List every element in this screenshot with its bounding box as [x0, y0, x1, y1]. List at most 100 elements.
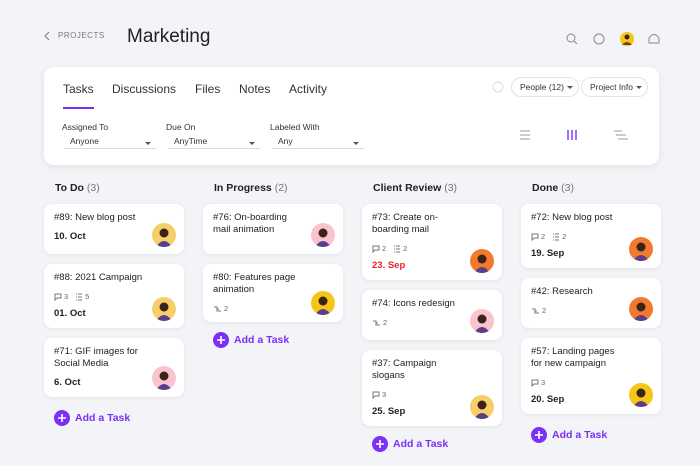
subtasks-value: 2 — [562, 232, 567, 241]
column-count: (3) — [444, 182, 458, 194]
filter-dropdown[interactable]: AnyTime — [168, 134, 260, 149]
comments-icon — [372, 391, 380, 400]
links-value: 2 — [383, 318, 388, 328]
card-title: #88: 2021 Campaign — [54, 272, 143, 283]
column-title: Done — [532, 182, 559, 194]
comments-value: 3 — [541, 378, 546, 388]
column-header: Done (3) — [521, 182, 661, 204]
page-title: Marketing — [127, 26, 211, 47]
comments-count: 3 — [531, 378, 546, 388]
add-task[interactable]: Add a Task — [213, 332, 343, 349]
due-date: 19. Sep — [531, 248, 565, 260]
subtasks-count: 2 — [393, 244, 407, 253]
card-title: #72: New blog post — [531, 212, 613, 223]
comments-icon — [372, 245, 380, 254]
task-card[interactable]: #88: 2021 Campaign 3 5 01. Oct — [44, 264, 184, 329]
links-count: 2 — [531, 306, 546, 315]
task-card[interactable]: #89: New blog post 10. Oct — [44, 204, 184, 254]
links-icon — [214, 306, 221, 312]
back-arrow[interactable] — [44, 31, 52, 41]
card-meta: 3 — [372, 390, 462, 400]
filter-label: Assigned To — [62, 122, 109, 132]
column: Client Review (3) #73: Create on-boarding… — [362, 182, 502, 453]
task-card[interactable]: #76: On-boarding mail animation — [203, 204, 343, 254]
due-date: 20. Sep — [531, 394, 565, 406]
column-count: (3) — [86, 182, 100, 194]
comments-value: 2 — [382, 244, 387, 253]
tab[interactable]: Files — [195, 82, 221, 96]
links-value: 2 — [224, 304, 229, 313]
due-date: 01. Oct — [54, 308, 86, 320]
subtasks-icon — [76, 293, 83, 301]
add-task-label[interactable]: Add a Task — [552, 429, 608, 442]
column-title: In Progress — [214, 182, 272, 194]
links-icon — [532, 308, 539, 314]
subtasks-count: 2 — [552, 232, 566, 241]
links-count: 2 — [213, 304, 228, 313]
task-card[interactable]: #57: Landing pages for new campaign 3 20. … — [521, 338, 661, 415]
filter-dropdown[interactable]: Any — [272, 134, 364, 149]
comments-count: 3 — [54, 292, 69, 302]
avatar — [629, 383, 653, 408]
column-title: Client Review — [373, 182, 442, 194]
add-task[interactable]: Add a Task — [372, 436, 502, 453]
header-icons[interactable] — [563, 30, 663, 48]
back-link[interactable]: PROJECTS — [58, 31, 105, 40]
links-icon — [373, 320, 380, 326]
subtasks-count: 5 — [75, 292, 89, 301]
task-card[interactable]: #71: GIF images for Social Media 6. Oct — [44, 338, 184, 398]
people-dropdown[interactable]: People (12) — [511, 77, 579, 97]
due-date: 23. Sep — [372, 260, 406, 272]
avatar — [629, 297, 653, 322]
view-switcher[interactable] — [518, 129, 638, 143]
tab[interactable]: Tasks — [63, 82, 94, 109]
comments-icon — [531, 233, 539, 242]
task-card[interactable]: #42: Research 2 — [521, 278, 661, 329]
add-task-label[interactable]: Add a Task — [393, 438, 449, 451]
filter-label: Labeled With — [270, 122, 320, 132]
column-header: In Progress (2) — [203, 182, 343, 204]
card-meta: 2 — [531, 306, 621, 315]
add-icon — [372, 436, 388, 453]
avatar — [629, 237, 653, 262]
comments-icon — [54, 293, 62, 302]
column: To Do (3) #89: New blog post 10. Oct #88: 2… — [44, 182, 184, 427]
subtasks-value: 5 — [85, 292, 90, 301]
comments-count: 2 — [372, 244, 387, 254]
card-title: #37: Campaign slogans — [372, 358, 437, 382]
column-header: To Do (3) — [44, 182, 184, 204]
card-title: #76: On-boarding mail animation — [213, 212, 287, 235]
tab[interactable]: Discussions — [112, 82, 177, 96]
task-card[interactable]: #72: New blog post 2 2 19. Sep — [521, 204, 661, 269]
add-task-label[interactable]: Add a Task — [75, 412, 131, 425]
filter-dropdown[interactable]: Anyone — [64, 134, 156, 149]
task-card[interactable]: #37: Campaign slogans 3 25. Sep — [362, 350, 502, 427]
add-icon — [531, 427, 547, 444]
task-card[interactable]: #74: Icons redesign 2 — [362, 290, 502, 341]
tab[interactable]: Activity — [289, 82, 328, 96]
column: Done (3) #72: New blog post 2 2 19. Sep #42: … — [521, 182, 661, 444]
task-card[interactable]: #80: Features page animation 2 — [203, 264, 343, 323]
filter-panel: People (12) Project Info Tasks Discussion… — [44, 67, 659, 165]
card-title: #42: Research — [531, 286, 593, 298]
links-count: 2 — [372, 318, 387, 327]
project-info-dropdown[interactable]: Project Info — [581, 77, 648, 97]
card-title: #89: New blog post — [54, 212, 136, 223]
card-title: #57: Landing pages for new campaign — [531, 346, 615, 370]
add-task[interactable]: Add a Task — [54, 410, 184, 427]
add-icon — [213, 332, 229, 349]
task-card[interactable]: #73: Create on-boarding mail 2 2 23. Sep — [362, 204, 502, 281]
due-date: 25. Sep — [372, 406, 406, 418]
tab[interactable]: Notes — [239, 82, 271, 96]
column-count: (3) — [561, 182, 575, 194]
card-meta: 2 — [213, 304, 303, 313]
subtasks-value: 2 — [403, 244, 408, 253]
due-date: 6. Oct — [54, 377, 81, 389]
add-task[interactable]: Add a Task — [531, 427, 661, 444]
comments-value: 3 — [64, 292, 69, 301]
add-task-label[interactable]: Add a Task — [234, 334, 290, 347]
